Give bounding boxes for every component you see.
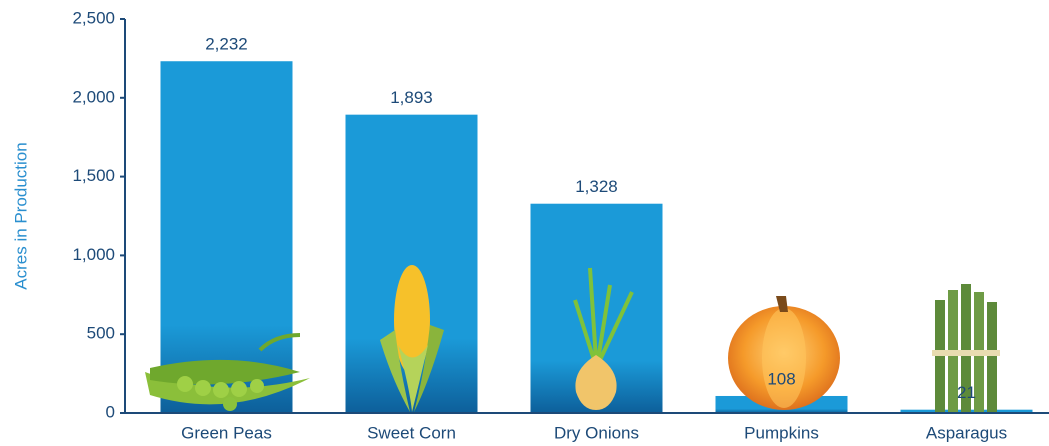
y-tick-label: 1,000	[72, 245, 115, 264]
y-axis-title: Acres in Production	[11, 142, 30, 289]
pumpkin-icon	[728, 296, 840, 410]
chart: Acres in Production	[0, 0, 1049, 446]
value-label: 2,232	[205, 35, 248, 54]
y-tick-label: 1,500	[72, 166, 115, 185]
value-label: 108	[767, 369, 795, 388]
y-tick-label: 0	[106, 402, 115, 421]
y-tick-label: 500	[87, 324, 115, 343]
value-label: 1,328	[575, 177, 618, 196]
value-label: 1,893	[390, 88, 433, 107]
x-tick-label: Green Peas	[181, 423, 272, 442]
x-tick-label: Asparagus	[926, 423, 1007, 442]
x-tick-label: Sweet Corn	[367, 423, 456, 442]
y-tick-label: 2,500	[72, 8, 115, 27]
x-tick-label: Dry Onions	[554, 423, 639, 442]
y-tick-label: 2,000	[72, 87, 115, 106]
value-label: 21	[957, 383, 976, 402]
x-tick-label: Pumpkins	[744, 423, 819, 442]
